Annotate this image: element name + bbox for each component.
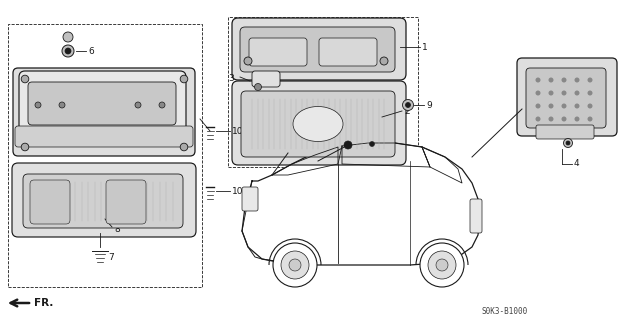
Circle shape: [244, 57, 252, 65]
Circle shape: [406, 102, 410, 108]
Text: 8: 8: [114, 225, 120, 234]
Circle shape: [180, 143, 188, 151]
Circle shape: [548, 103, 554, 108]
Circle shape: [135, 102, 141, 108]
Circle shape: [281, 251, 309, 279]
Polygon shape: [242, 143, 480, 265]
Text: 9: 9: [426, 101, 432, 110]
Circle shape: [588, 103, 593, 108]
FancyBboxPatch shape: [28, 82, 176, 125]
Circle shape: [436, 259, 448, 271]
Polygon shape: [228, 17, 418, 167]
Circle shape: [159, 102, 165, 108]
Circle shape: [561, 103, 566, 108]
FancyBboxPatch shape: [232, 81, 406, 165]
FancyBboxPatch shape: [252, 71, 280, 87]
FancyBboxPatch shape: [470, 199, 482, 233]
Text: 3: 3: [228, 75, 234, 84]
Polygon shape: [8, 24, 202, 287]
Circle shape: [588, 78, 593, 83]
FancyBboxPatch shape: [536, 125, 594, 139]
Text: 10: 10: [232, 188, 243, 197]
Circle shape: [536, 116, 541, 122]
FancyBboxPatch shape: [232, 18, 406, 80]
Circle shape: [289, 259, 301, 271]
Circle shape: [561, 116, 566, 122]
Text: 1: 1: [422, 43, 428, 53]
Circle shape: [561, 91, 566, 95]
Text: S0K3-B1000: S0K3-B1000: [482, 307, 528, 315]
Circle shape: [273, 243, 317, 287]
Circle shape: [403, 100, 413, 110]
Circle shape: [65, 48, 71, 54]
Text: 7: 7: [108, 253, 114, 262]
Circle shape: [180, 75, 188, 83]
Circle shape: [536, 78, 541, 83]
Text: 6: 6: [88, 48, 93, 56]
FancyBboxPatch shape: [12, 163, 196, 237]
Circle shape: [255, 84, 262, 91]
Circle shape: [428, 251, 456, 279]
Circle shape: [575, 91, 579, 95]
Circle shape: [536, 91, 541, 95]
Ellipse shape: [293, 107, 343, 142]
Circle shape: [548, 78, 554, 83]
Circle shape: [420, 243, 464, 287]
FancyBboxPatch shape: [319, 38, 377, 66]
FancyBboxPatch shape: [249, 38, 307, 66]
Circle shape: [575, 78, 579, 83]
FancyBboxPatch shape: [526, 68, 606, 128]
FancyBboxPatch shape: [13, 68, 195, 156]
Circle shape: [62, 45, 74, 57]
FancyBboxPatch shape: [23, 174, 183, 228]
Circle shape: [566, 141, 570, 145]
Circle shape: [369, 142, 374, 146]
FancyBboxPatch shape: [30, 180, 70, 224]
FancyBboxPatch shape: [106, 180, 146, 224]
Circle shape: [63, 32, 73, 42]
Text: 2: 2: [404, 108, 410, 116]
Circle shape: [561, 78, 566, 83]
FancyBboxPatch shape: [19, 71, 186, 133]
FancyBboxPatch shape: [240, 27, 395, 72]
Circle shape: [575, 103, 579, 108]
FancyBboxPatch shape: [517, 58, 617, 136]
Circle shape: [588, 91, 593, 95]
Circle shape: [35, 102, 41, 108]
Circle shape: [575, 116, 579, 122]
Circle shape: [59, 102, 65, 108]
FancyBboxPatch shape: [241, 91, 395, 157]
Circle shape: [548, 91, 554, 95]
Circle shape: [344, 141, 352, 149]
Text: 4: 4: [574, 160, 580, 168]
Text: FR.: FR.: [34, 299, 53, 308]
Text: 10: 10: [232, 128, 243, 137]
Text: 5: 5: [564, 140, 570, 150]
Circle shape: [21, 75, 29, 83]
Circle shape: [563, 138, 573, 147]
Circle shape: [548, 116, 554, 122]
Circle shape: [588, 116, 593, 122]
Circle shape: [536, 103, 541, 108]
FancyBboxPatch shape: [242, 187, 258, 211]
Circle shape: [21, 143, 29, 151]
Circle shape: [380, 57, 388, 65]
FancyBboxPatch shape: [15, 126, 193, 147]
